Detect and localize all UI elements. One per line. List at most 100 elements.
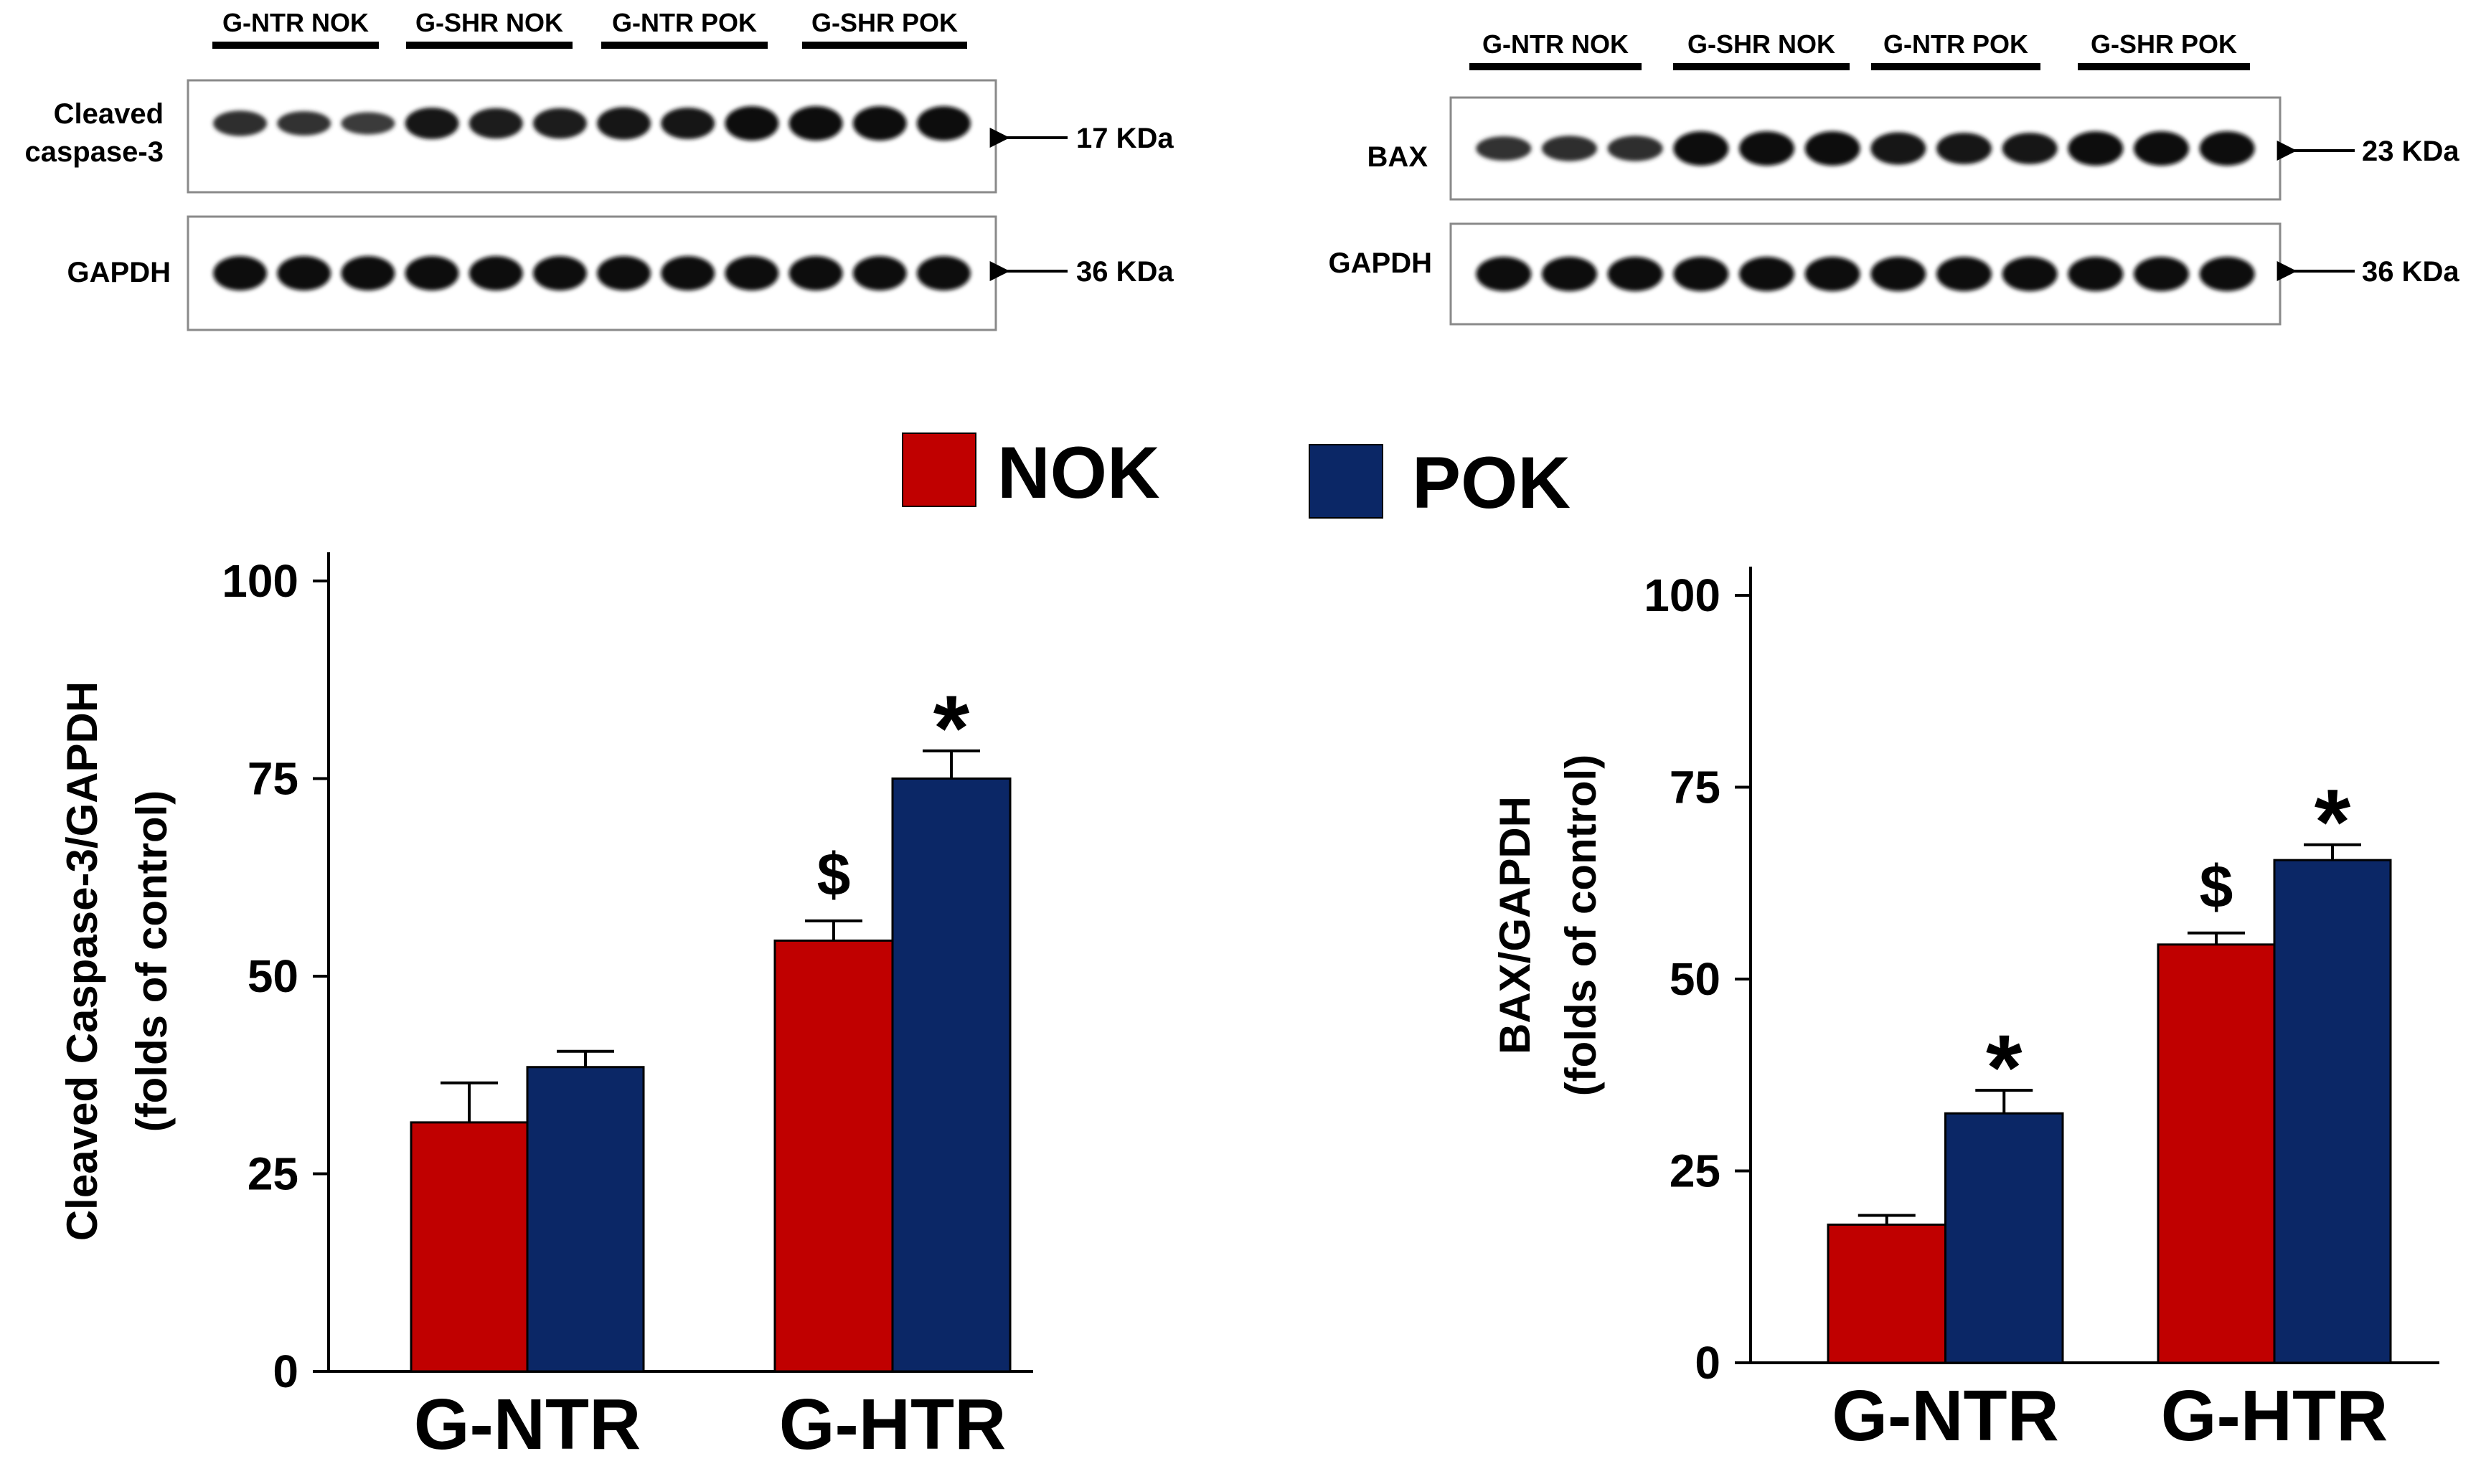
blot-band <box>788 256 843 290</box>
bar-pok-g-ntr <box>1944 1112 2064 1364</box>
y-axis-label: (folds of control) <box>1557 755 1605 1097</box>
y-tick-label: 100 <box>1644 570 1720 621</box>
blot-group-bar <box>2078 63 2250 70</box>
y-tick-label: 0 <box>273 1346 298 1397</box>
y-tick-label: 75 <box>248 753 298 805</box>
blot-band <box>661 108 715 139</box>
significance-star: * <box>1986 1015 2023 1120</box>
blot-row-label: Cleaved <box>54 98 164 130</box>
western-blot-bax: G-NTR NOK G-SHR NOK G-NTR POK G-SHR POK BAX 2… <box>1329 29 2459 326</box>
legend-swatch-nok <box>902 433 976 507</box>
blot-group-bar <box>1673 63 1850 70</box>
bar-chart-bax: 0 25 50 75 100 BAX/GAPDH (folds of control) * G-… <box>1491 567 2439 1456</box>
bar-pok-g-ntr <box>526 1066 645 1373</box>
blot-band <box>277 111 331 136</box>
blot-band <box>1673 257 1729 291</box>
blot-group-label: G-SHR NOK <box>1687 29 1835 59</box>
blot-row-label: BAX <box>1367 141 1428 173</box>
x-category-label: G-NTR <box>414 1384 641 1465</box>
blot-band <box>1870 132 1926 165</box>
blot-mw-marker: 36 KDa <box>1076 256 1174 288</box>
blot-band <box>661 256 715 290</box>
blot-group-bar <box>406 42 573 49</box>
blot-band <box>341 112 395 135</box>
blot-band <box>1542 257 1597 291</box>
blot-band <box>2199 131 2255 166</box>
blot-band <box>1673 131 1729 166</box>
x-category-label: G-HTR <box>779 1384 1007 1465</box>
blot-group-label: G-NTR POK <box>612 8 757 37</box>
blot-group-label: G-NTR POK <box>1883 29 2028 59</box>
blot-band <box>1739 131 1794 166</box>
bar-pok-g-htr <box>2273 859 2392 1364</box>
bar-nok-g-htr <box>773 939 894 1373</box>
blot-row-label: GAPDH <box>67 257 171 288</box>
blot-band <box>532 108 587 139</box>
blot-band <box>725 106 779 141</box>
bar-nok-g-htr <box>2157 943 2276 1364</box>
blot-band <box>1607 136 1663 161</box>
blot-band <box>213 256 268 290</box>
blot-band <box>1476 257 1532 291</box>
blot-group-label: G-NTR NOK <box>1482 29 1629 59</box>
y-tick-label: 50 <box>248 950 298 1002</box>
blot-row-label: caspase-3 <box>25 136 164 168</box>
blot-band <box>788 106 843 141</box>
blot-band <box>1936 133 1992 164</box>
blot-band <box>469 256 523 290</box>
blot-band <box>852 256 907 290</box>
blot-band <box>2134 257 2189 291</box>
blot-band <box>469 108 523 139</box>
y-tick-label: 75 <box>1670 762 1720 813</box>
blot-membrane <box>187 79 997 194</box>
blot-band <box>1804 131 1860 166</box>
significance-dollar: $ <box>2200 853 2233 920</box>
blot-band <box>2002 257 2058 291</box>
blot-band <box>1476 136 1532 161</box>
blot-band <box>725 256 779 290</box>
blot-band <box>852 106 907 141</box>
y-tick-label: 0 <box>1695 1337 1720 1389</box>
blot-group-bar <box>1871 63 2040 70</box>
blot-band <box>213 110 268 136</box>
legend-label-nok: NOK <box>997 432 1160 514</box>
blot-band <box>597 256 651 290</box>
western-blot-caspase3: G-NTR NOK G-SHR NOK G-NTR POK G-SHR POK Clea… <box>25 8 1174 331</box>
blot-mw-marker: 36 KDa <box>2362 256 2459 288</box>
blot-group-bar <box>1469 63 1642 70</box>
blot-band <box>341 256 395 290</box>
blot-band <box>532 256 587 290</box>
blot-band <box>405 108 459 139</box>
y-tick-label: 100 <box>222 555 298 607</box>
x-category-label: G-HTR <box>2161 1376 2388 1456</box>
bar-pok-g-htr <box>891 778 1012 1373</box>
blot-band <box>1804 257 1860 291</box>
blot-band <box>2002 133 2058 164</box>
blot-band <box>1739 257 1794 291</box>
blot-band <box>597 107 651 140</box>
y-axis-label: BAX/GAPDH <box>1491 796 1539 1054</box>
blot-group-label: G-SHR POK <box>2091 29 2237 59</box>
blot-mw-marker: 17 KDa <box>1076 123 1174 154</box>
blot-band <box>916 106 971 141</box>
legend-swatch-pok <box>1309 444 1383 519</box>
blot-group-label: G-NTR NOK <box>222 8 369 37</box>
blot-band <box>916 256 971 290</box>
significance-dollar: $ <box>817 841 851 908</box>
blot-band <box>2068 257 2124 291</box>
significance-star: * <box>2315 770 2351 874</box>
blot-band <box>2134 131 2189 166</box>
y-tick-label: 50 <box>1670 953 1720 1005</box>
blot-band <box>277 256 331 290</box>
significance-star: * <box>933 676 970 780</box>
blot-row-label: GAPDH <box>1329 247 1432 279</box>
y-axis-label: (folds of control) <box>128 790 176 1133</box>
blot-group-bar <box>802 42 967 49</box>
blot-band <box>1936 257 1992 291</box>
blot-band <box>2068 131 2124 166</box>
blot-band <box>1542 136 1597 161</box>
legend: NOK POK <box>902 432 1571 524</box>
blot-group-label: G-SHR POK <box>811 8 958 37</box>
legend-label-pok: POK <box>1412 442 1571 524</box>
